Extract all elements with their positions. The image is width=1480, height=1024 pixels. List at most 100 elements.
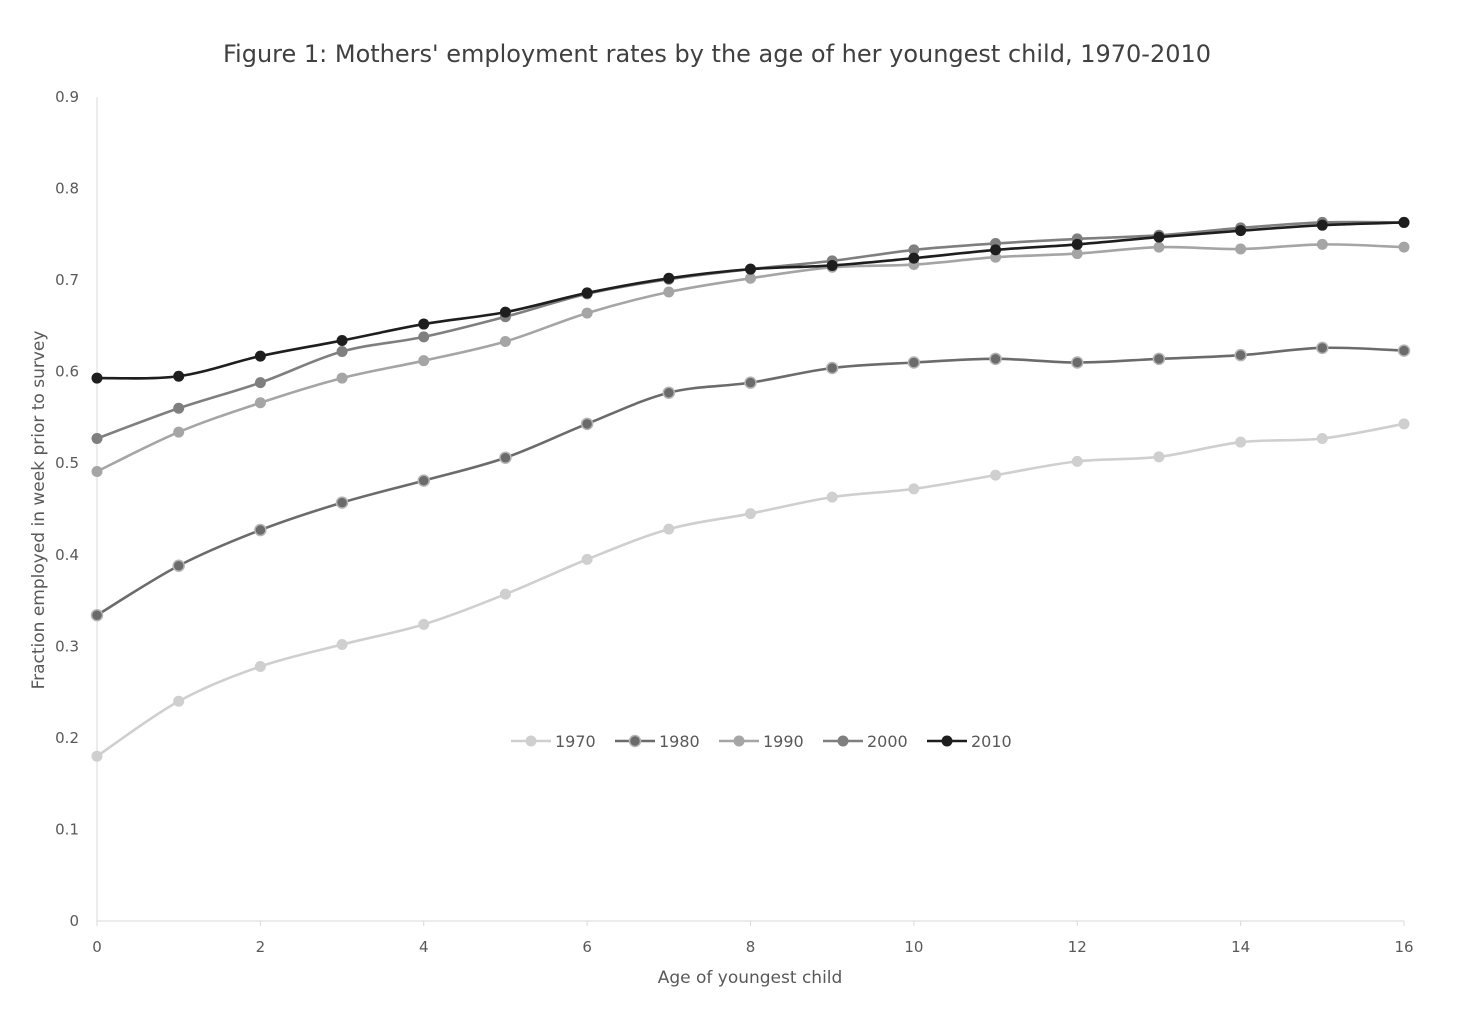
- data-point-1980: [172, 559, 185, 573]
- x-tick-label: 2: [256, 938, 266, 956]
- data-point-1980: [1316, 341, 1329, 355]
- data-point-2010: [908, 252, 920, 264]
- series-1980: [90, 341, 1411, 622]
- data-point-2000: [418, 331, 430, 343]
- data-point-1990: [173, 426, 185, 438]
- data-point-1990: [254, 397, 266, 409]
- y-tick-label: 0.2: [55, 729, 79, 747]
- y-tick-label: 0.1: [55, 820, 79, 838]
- data-point-1990: [499, 335, 511, 347]
- data-point-2010: [1071, 238, 1083, 250]
- series-line-2000: [95, 220, 1406, 440]
- data-point-1980: [499, 451, 512, 464]
- data-point-2000: [336, 346, 348, 358]
- data-point-2010: [91, 372, 103, 384]
- series-group: [90, 216, 1411, 762]
- data-point-1990: [336, 372, 348, 384]
- series-2010: [91, 216, 1410, 384]
- data-point-2010: [173, 370, 185, 382]
- data-point-2010: [499, 306, 511, 318]
- data-point-1980: [989, 352, 1002, 366]
- data-point-1970: [1235, 436, 1247, 448]
- data-point-1990: [745, 272, 756, 284]
- data-point-1980: [254, 523, 267, 537]
- data-point-1970: [1316, 433, 1328, 445]
- legend-swatch-marker: [628, 734, 642, 748]
- data-point-1970: [581, 553, 593, 565]
- y-tick-label: 0.3: [55, 637, 79, 655]
- x-tick-label: 0: [92, 938, 102, 956]
- legend-label: 1970: [555, 732, 596, 751]
- x-tick-label: 6: [582, 938, 592, 956]
- data-point-1980: [90, 608, 104, 622]
- x-tick-label: 14: [1231, 938, 1250, 956]
- data-point-1980: [1152, 352, 1166, 366]
- legend-swatch-marker: [941, 735, 953, 747]
- data-point-1970: [1398, 418, 1410, 430]
- data-point-1980: [744, 376, 757, 389]
- data-point-1980: [907, 356, 921, 369]
- data-point-1990: [1071, 248, 1083, 260]
- data-point-2000: [908, 244, 920, 256]
- y-tick-label: 0.8: [55, 180, 79, 198]
- data-point-2010: [826, 259, 838, 271]
- data-point-1970: [499, 588, 511, 600]
- data-point-1990: [91, 465, 103, 477]
- legend-label: 1980: [659, 732, 700, 751]
- data-point-1970: [990, 469, 1002, 481]
- data-point-1970: [663, 523, 675, 535]
- data-point-2010: [1398, 216, 1410, 228]
- data-point-1970: [745, 508, 756, 520]
- axes: 0 0.1 0.2 0.3 0.4 0.5 0.6 0.7 0.8 0.9 0 2 4 6 8 10 12 14 1…: [55, 88, 1413, 956]
- legend-label: 2000: [867, 732, 908, 751]
- legend-swatch-marker: [837, 735, 849, 747]
- x-tick-label: 12: [1068, 938, 1087, 956]
- y-tick-label: 0.5: [55, 454, 79, 472]
- series-line-2010: [95, 221, 1406, 380]
- y-tick-label: 0.7: [55, 271, 79, 289]
- data-point-1980: [825, 361, 839, 375]
- y-tick-label: 0.6: [55, 363, 79, 381]
- legend-swatch-marker: [525, 735, 537, 747]
- data-point-1990: [418, 355, 430, 367]
- data-point-1970: [1153, 451, 1165, 463]
- x-tick-label: 16: [1394, 938, 1413, 956]
- x-tick-label: 4: [419, 938, 429, 956]
- data-point-2010: [336, 335, 348, 347]
- data-point-1970: [826, 491, 838, 503]
- data-point-1990: [581, 307, 593, 319]
- data-point-2010: [1235, 225, 1247, 237]
- data-point-2010: [418, 318, 430, 330]
- data-point-1980: [1071, 356, 1084, 369]
- y-axis-label: Fraction employed in week prior to surve…: [29, 331, 49, 690]
- legend: 1970 1980 1990 2000 2010: [511, 732, 1012, 751]
- data-point-1990: [663, 286, 675, 298]
- legend-label: 2010: [971, 732, 1012, 751]
- series-2000: [91, 216, 1410, 445]
- data-point-2000: [91, 433, 103, 445]
- data-point-1990: [1235, 243, 1247, 255]
- x-tick-label: 10: [904, 938, 923, 956]
- series-line-1970: [95, 422, 1406, 758]
- data-point-1980: [1234, 348, 1247, 362]
- data-point-1990: [1153, 241, 1165, 253]
- legend-item-1980: 1980: [615, 732, 700, 751]
- data-point-2010: [1153, 231, 1165, 243]
- y-tick-label: 0.9: [55, 88, 79, 106]
- x-axis-label: Age of youngest child: [658, 968, 843, 988]
- data-point-2010: [990, 244, 1002, 256]
- legend-label: 1990: [763, 732, 804, 751]
- legend-swatch-marker: [733, 735, 745, 747]
- data-point-1970: [418, 618, 430, 630]
- data-point-1990: [1398, 241, 1410, 253]
- chart-title: Figure 1: Mothers' employment rates by t…: [223, 40, 1211, 68]
- data-point-1970: [908, 483, 920, 495]
- data-point-2010: [745, 263, 756, 275]
- data-point-2010: [581, 287, 593, 299]
- legend-item-2010: 2010: [927, 732, 1012, 751]
- data-point-1980: [417, 474, 430, 487]
- data-point-2010: [663, 272, 675, 284]
- data-point-2000: [254, 377, 266, 389]
- series-1970: [91, 418, 1410, 762]
